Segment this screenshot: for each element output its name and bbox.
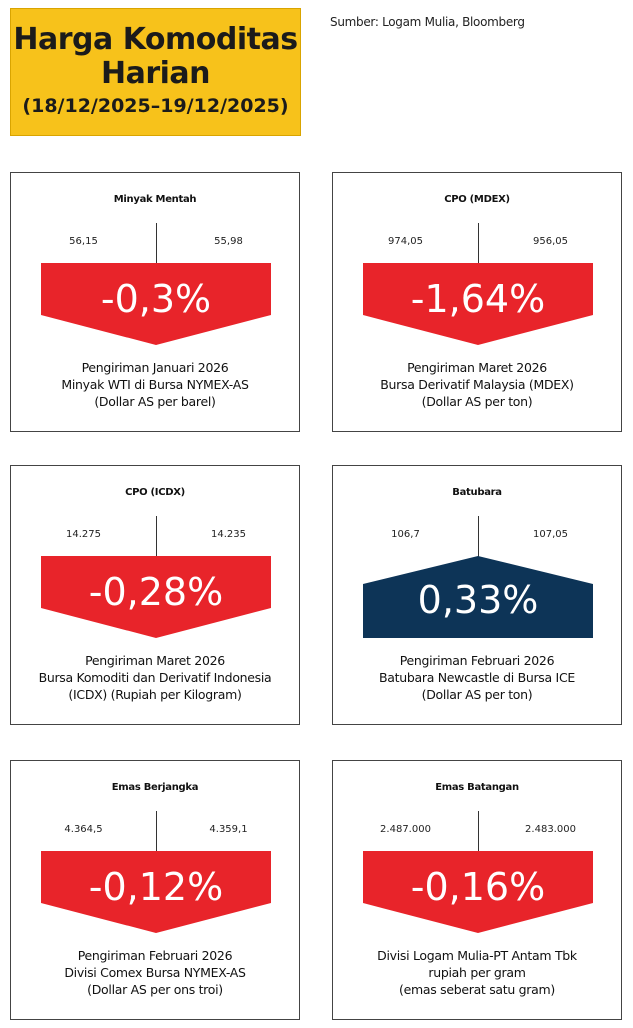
change-arrow: -0,28% xyxy=(41,556,271,638)
desc-line-1: Pengiriman Februari 2026 xyxy=(77,948,233,963)
desc-line-2: Minyak WTI di Bursa NYMEX-AS xyxy=(61,377,249,392)
percent-change: -0,12% xyxy=(88,865,224,909)
previous-price: 56,15 xyxy=(69,236,98,247)
previous-price: 106,7 xyxy=(391,529,420,540)
card-description: Pengiriman Maret 2026 Bursa Komoditi dan… xyxy=(11,652,299,703)
price-divider xyxy=(156,811,157,853)
percent-change: 0,33% xyxy=(417,578,539,622)
card-title: Batubara xyxy=(452,487,502,498)
previous-price: 14.275 xyxy=(66,529,101,540)
price-divider xyxy=(478,516,479,558)
current-price: 956,05 xyxy=(533,236,568,247)
desc-line-1: Pengiriman Maret 2026 xyxy=(85,653,225,668)
card-description: Divisi Logam Mulia-PT Antam Tbk rupiah p… xyxy=(333,947,621,998)
change-arrow: -0,12% xyxy=(41,851,271,933)
percent-change: -0,28% xyxy=(88,570,224,614)
commodity-card-emas-berjangka: Emas Berjangka 4.364,5 4.359,1 -0,12% Pe… xyxy=(10,760,300,1020)
percent-change: -0,16% xyxy=(410,865,546,909)
current-price: 14.235 xyxy=(211,529,246,540)
card-title: Emas Batangan xyxy=(435,782,519,793)
down-arrow-shape xyxy=(41,263,271,345)
down-arrow-shape xyxy=(41,556,271,638)
price-divider xyxy=(478,811,479,853)
commodity-card-cpo-mdex: CPO (MDEX) 974,05 956,05 -1,64% Pengirim… xyxy=(332,172,622,432)
desc-line-1: Pengiriman Februari 2026 xyxy=(399,653,555,668)
desc-line-2: Bursa Komoditi dan Derivatif Indonesia xyxy=(38,670,272,685)
desc-line-3: (emas seberat satu gram) xyxy=(399,982,555,997)
previous-price: 2.487.000 xyxy=(380,824,431,835)
source-note: Sumber: Logam Mulia, Bloomberg xyxy=(330,15,525,29)
header-title-line2: Harian xyxy=(100,56,211,91)
desc-line-3: (Dollar AS per barel) xyxy=(94,394,216,409)
desc-line-2: Divisi Comex Bursa NYMEX-AS xyxy=(64,965,246,980)
card-title: Emas Berjangka xyxy=(111,782,199,793)
percent-change: -0,3% xyxy=(100,277,212,321)
desc-line-1: Divisi Logam Mulia-PT Antam Tbk xyxy=(377,948,577,963)
current-price: 4.359,1 xyxy=(209,824,248,835)
card-title: Minyak Mentah xyxy=(113,194,197,205)
down-arrow-shape xyxy=(363,263,593,345)
price-divider xyxy=(156,516,157,558)
header-date-range: (18/12/2025–19/12/2025) xyxy=(22,95,289,117)
previous-price: 4.364,5 xyxy=(64,824,103,835)
desc-line-1: Pengiriman Maret 2026 xyxy=(407,360,547,375)
desc-line-3: (Dollar AS per ton) xyxy=(421,394,533,409)
desc-line-3: (Dollar AS per ton) xyxy=(421,687,533,702)
card-description: Pengiriman Februari 2026 Divisi Comex Bu… xyxy=(11,947,299,998)
desc-line-3: (ICDX) (Rupiah per Kilogram) xyxy=(68,687,242,702)
card-title: CPO (ICDX) xyxy=(125,487,185,498)
commodity-card-batubara: Batubara 106,7 107,05 0,33% Pengiriman F… xyxy=(332,465,622,725)
card-description: Pengiriman Februari 2026 Batubara Newcas… xyxy=(333,652,621,703)
commodity-card-minyak-mentah: Minyak Mentah 56,15 55,98 -0,3% Pengirim… xyxy=(10,172,300,432)
desc-line-2: Batubara Newcastle di Bursa ICE xyxy=(379,670,575,685)
commodity-card-emas-batangan: Emas Batangan 2.487.000 2.483.000 -0,16%… xyxy=(332,760,622,1020)
desc-line-1: Pengiriman Januari 2026 xyxy=(81,360,229,375)
header-title-line1: Harga Komoditas xyxy=(13,22,298,57)
desc-line-3: (Dollar AS per ons troi) xyxy=(87,982,223,997)
current-price: 2.483.000 xyxy=(525,824,576,835)
percent-change: -1,64% xyxy=(410,277,546,321)
price-divider xyxy=(156,223,157,265)
desc-line-2: Bursa Derivatif Malaysia (MDEX) xyxy=(380,377,574,392)
change-arrow: -1,64% xyxy=(363,263,593,345)
current-price: 107,05 xyxy=(533,529,568,540)
change-arrow: 0,33% xyxy=(363,556,593,638)
card-description: Pengiriman Januari 2026 Minyak WTI di Bu… xyxy=(11,359,299,410)
up-arrow-shape xyxy=(363,556,593,638)
price-divider xyxy=(478,223,479,265)
header-box: Harga Komoditas Harian (18/12/2025–19/12… xyxy=(10,8,301,136)
down-arrow-shape xyxy=(41,851,271,933)
card-description: Pengiriman Maret 2026 Bursa Derivatif Ma… xyxy=(333,359,621,410)
desc-line-2: rupiah per gram xyxy=(428,965,526,980)
card-title: CPO (MDEX) xyxy=(444,194,510,205)
previous-price: 974,05 xyxy=(388,236,423,247)
change-arrow: -0,3% xyxy=(41,263,271,345)
current-price: 55,98 xyxy=(214,236,243,247)
change-arrow: -0,16% xyxy=(363,851,593,933)
down-arrow-shape xyxy=(363,851,593,933)
commodity-card-cpo-icdx: CPO (ICDX) 14.275 14.235 -0,28% Pengirim… xyxy=(10,465,300,725)
